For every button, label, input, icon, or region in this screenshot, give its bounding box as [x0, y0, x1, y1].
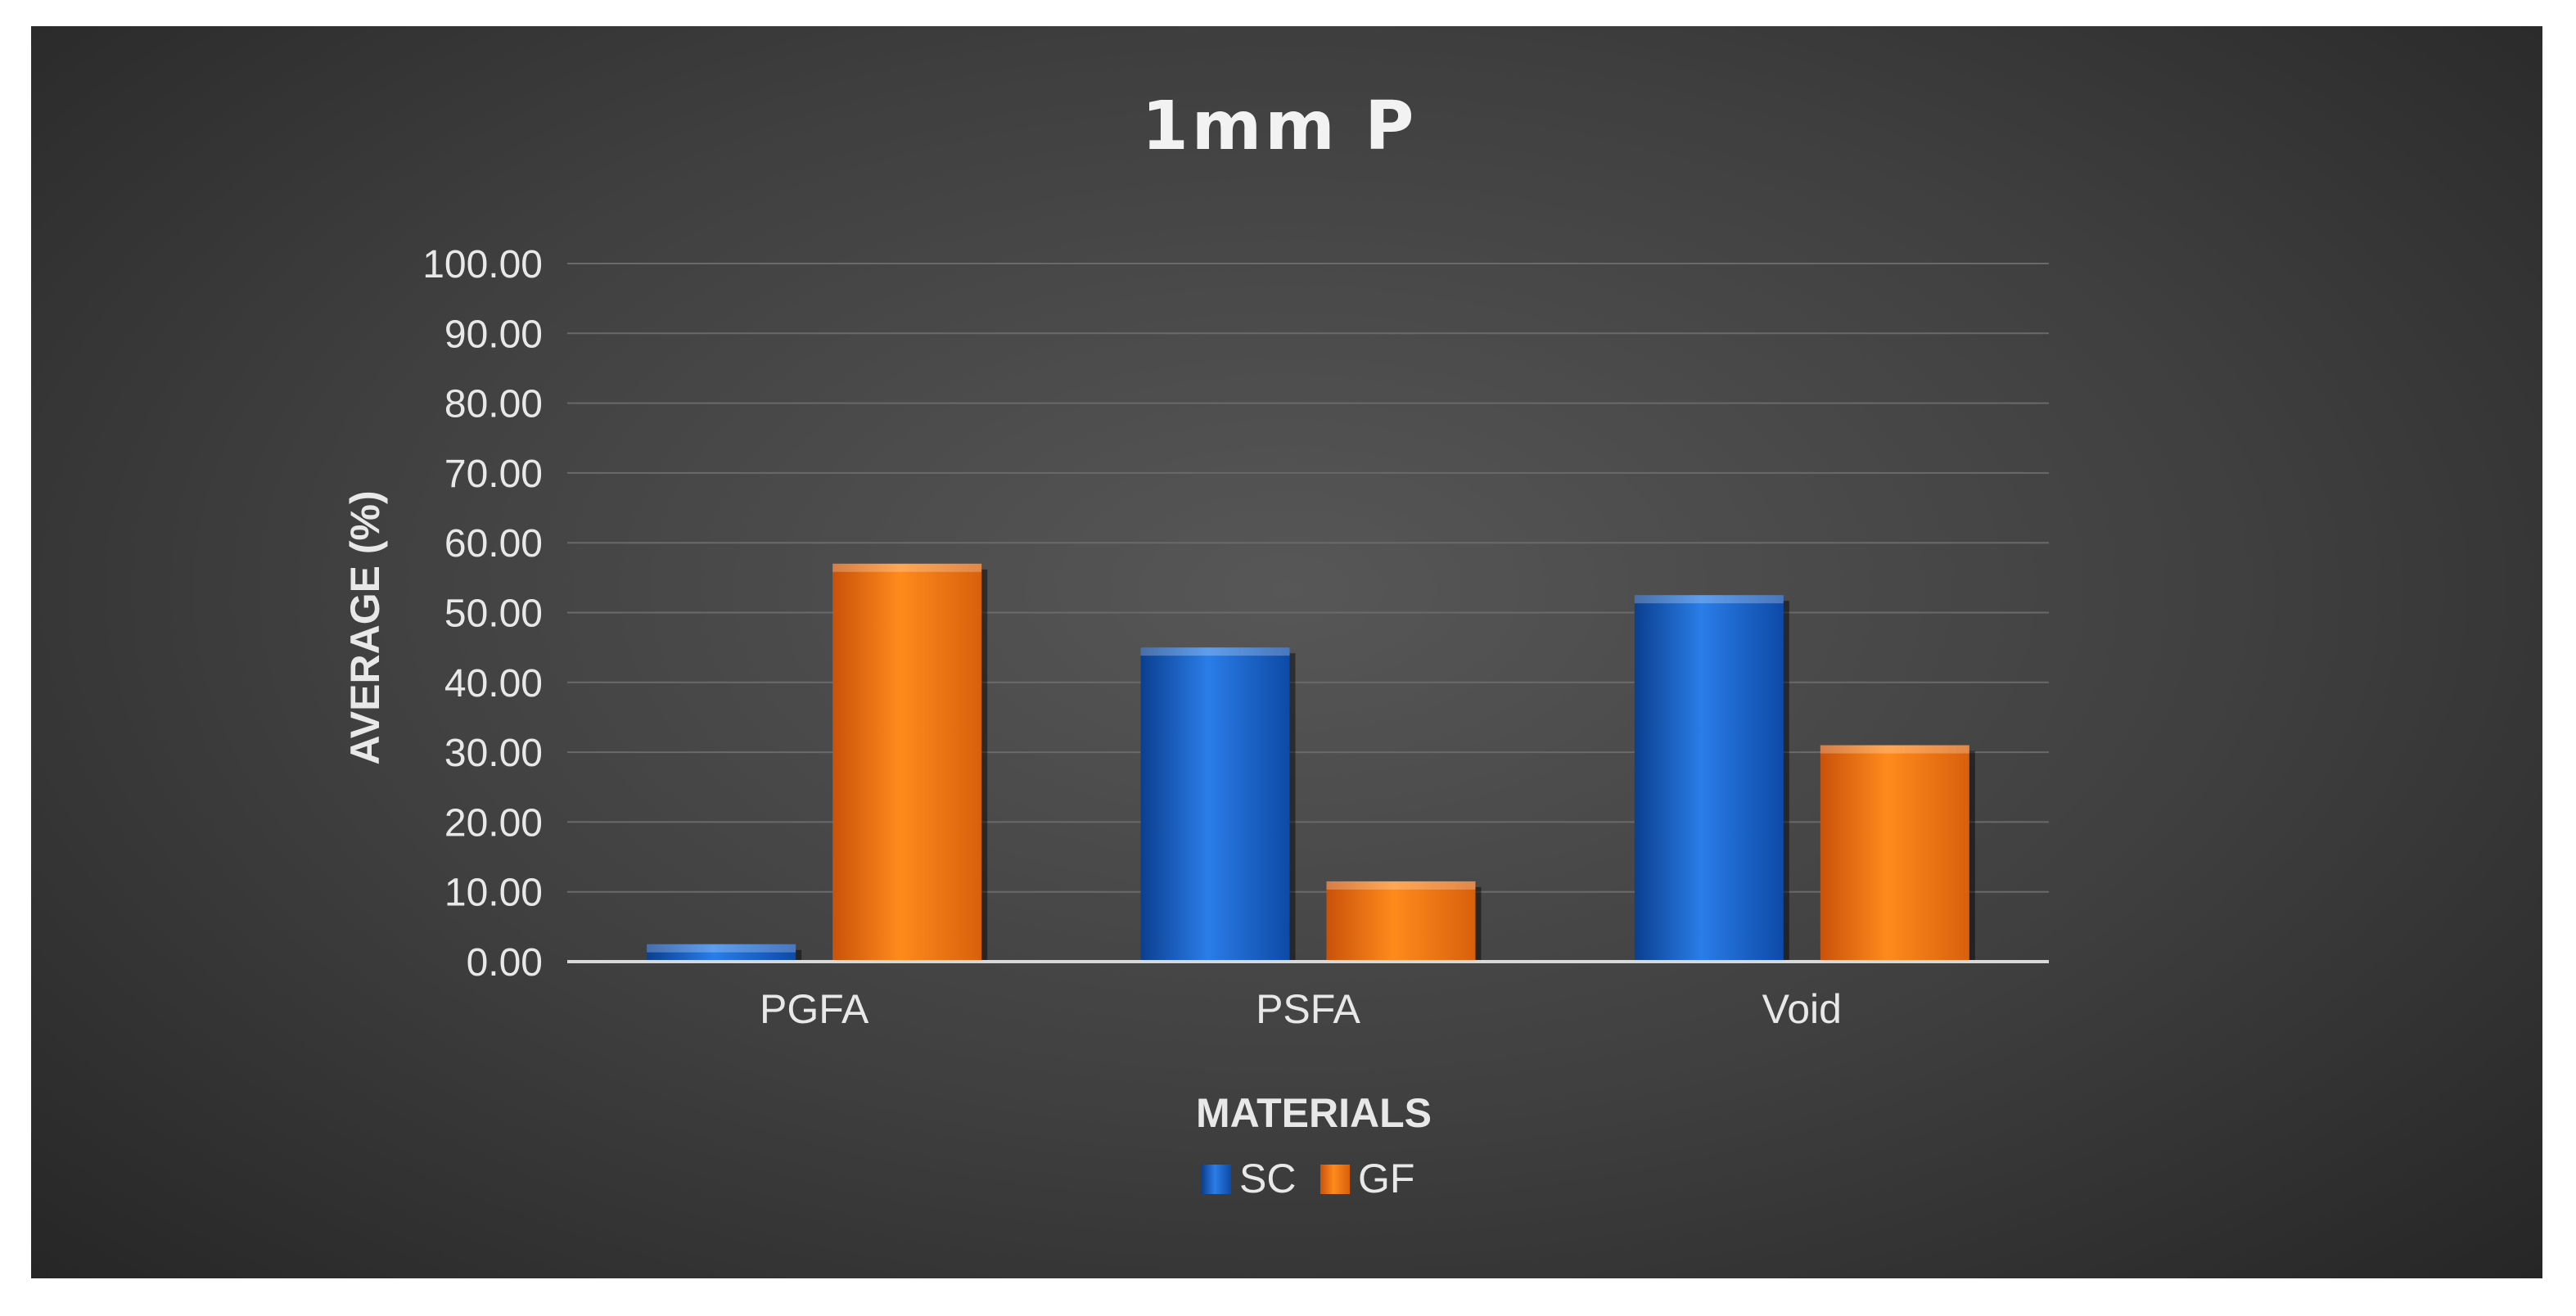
- bar-sc-void: [1634, 595, 1784, 962]
- bar-bevel: [832, 563, 982, 572]
- y-tick-label: 50.00: [444, 593, 543, 636]
- bar-sc-psfa: [1140, 647, 1290, 962]
- y-tick-label: 70.00: [444, 453, 543, 496]
- y-tick-label: 40.00: [444, 662, 543, 705]
- legend-swatch-gf: [1320, 1165, 1350, 1194]
- bars: [647, 563, 1975, 962]
- y-tick-label: 90.00: [444, 313, 543, 356]
- bar-sc-pgfa: [647, 944, 796, 962]
- x-tick-labels: PGFA PSFA Void: [760, 986, 1842, 1032]
- legend-label-gf: GF: [1358, 1156, 1414, 1201]
- bar-gf-psfa: [1326, 881, 1476, 962]
- legend: SC GF: [1202, 1156, 1414, 1201]
- bar-bevel: [647, 944, 796, 953]
- y-tick-label: 10.00: [444, 872, 543, 915]
- bar-bevel: [1326, 881, 1476, 890]
- y-tick-label: 100.00: [422, 243, 543, 286]
- y-tick-labels: 0.00 10.00 20.00 30.00 40.00 50.00 60.00 70.00 8…: [422, 243, 543, 985]
- x-tick-label: Void: [1762, 986, 1842, 1032]
- y-tick-label: 0.00: [467, 941, 543, 985]
- y-tick-label: 60.00: [444, 522, 543, 566]
- x-tick-label: PGFA: [760, 986, 869, 1032]
- gridlines: [567, 263, 2049, 893]
- bar-chart: 1mm P 0.00 10.00 20.00 30.00 40.00 50.00 60.00…: [342, 88, 2049, 1201]
- chart-title: 1mm P: [1142, 88, 1418, 165]
- x-tick-label: PSFA: [1256, 986, 1360, 1032]
- chart-frame: 1mm P 0.00 10.00 20.00 30.00 40.00 50.00 60.00…: [31, 26, 2542, 1278]
- y-tick-label: 30.00: [444, 732, 543, 775]
- bar-bevel: [1140, 647, 1290, 656]
- bar-bevel: [1634, 595, 1784, 604]
- bar-bevel: [1820, 745, 1969, 754]
- bar-gf-void: [1820, 745, 1969, 962]
- y-axis-title: AVERAGE (%): [342, 490, 388, 764]
- y-tick-label: 80.00: [444, 383, 543, 426]
- y-tick-label: 20.00: [444, 801, 543, 845]
- legend-swatch-sc: [1202, 1165, 1231, 1194]
- bar-gf-pgfa: [832, 563, 982, 962]
- x-axis-title: MATERIALS: [1196, 1090, 1432, 1136]
- legend-label-sc: SC: [1239, 1156, 1296, 1201]
